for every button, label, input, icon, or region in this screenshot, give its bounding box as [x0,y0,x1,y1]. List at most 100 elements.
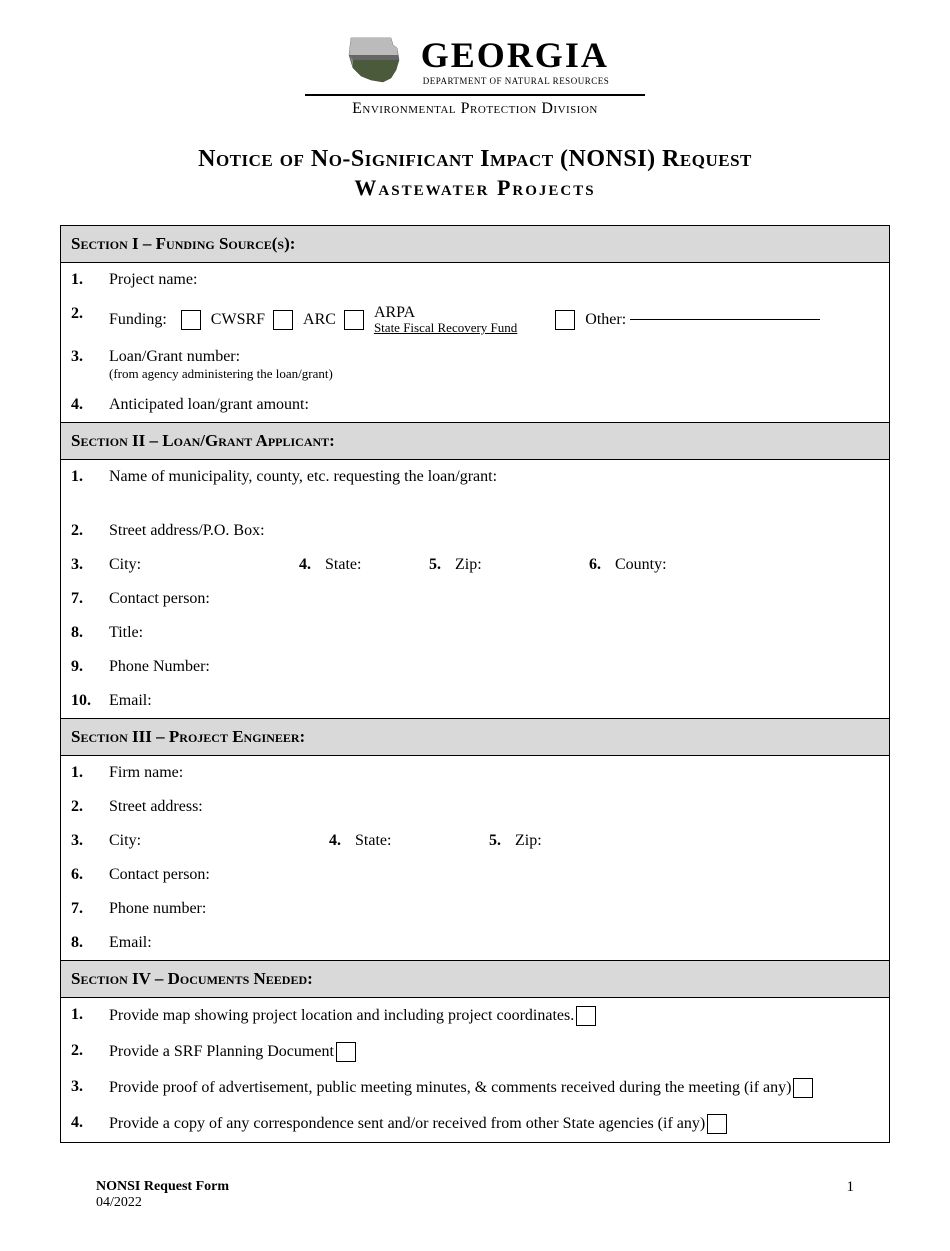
cwsrf-label: CWSRF [211,311,265,329]
row-number: 2. [71,522,109,540]
firm-name-label: Firm name: [109,764,183,782]
phone-number-label: Phone number: [109,900,206,918]
doc-correspondence-checkbox[interactable] [707,1114,727,1134]
arpa-label-top: ARPA [374,305,517,321]
row-number: 4. [71,396,109,414]
row-number: 7. [71,590,109,608]
row-number: 6. [589,556,601,574]
row-number: 1. [71,1006,109,1024]
row-number: 4. [71,1114,109,1132]
spacer [61,494,889,514]
division-text: Environmental Protection Division [60,100,890,118]
footer-date: 04/2022 [96,1195,229,1211]
contact-person-label: Contact person: [109,590,210,608]
project-name-label: Project name: [109,271,197,289]
footer-left: NONSI Request Form 04/2022 [96,1179,229,1211]
s2-row-2: 2. Street address/P.O. Box: [61,514,889,548]
title-main: Notice of No-Significant Impact (NONSI) … [60,146,890,173]
row-number: 8. [71,934,109,952]
arpa-checkbox[interactable] [344,310,364,330]
row-number: 2. [71,798,109,816]
other-checkbox[interactable] [555,310,575,330]
section-1-header: Section I – Funding Source(s): [61,226,889,263]
s4-row-4: 4. Provide a copy of any correspondence … [61,1106,889,1142]
doc-map-label: Provide map showing project location and… [109,1007,574,1025]
s2-row-10: 10. Email: [61,684,889,718]
zip-label: Zip: [515,832,542,850]
county-label: County: [615,556,667,574]
row-number: 8. [71,624,109,642]
row-number: 9. [71,658,109,676]
city-label: City: [109,832,141,850]
row-number: 2. [71,1042,109,1060]
doc-proof-checkbox[interactable] [793,1078,813,1098]
arc-label: ARC [303,311,336,329]
state-label: State: [355,832,391,850]
row-number: 10. [71,692,109,710]
arpa-label-block: ARPA State Fiscal Recovery Fund [374,305,517,334]
s2-row-8: 8. Title: [61,616,889,650]
s3-row-1: 1. Firm name: [61,756,889,790]
zip-label: Zip: [455,556,482,574]
s2-row-1: 1. Name of municipality, county, etc. re… [61,460,889,494]
row-number: 5. [429,556,441,574]
arc-checkbox[interactable] [273,310,293,330]
s4-row-2: 2. Provide a SRF Planning Document [61,1034,889,1070]
doc-proof-label: Provide proof of advertisement, public m… [109,1079,791,1097]
s1-row-3: 3. Loan/Grant number: (from agency admin… [61,342,889,388]
row-number: 1. [71,764,109,782]
footer-page-number: 1 [847,1179,855,1211]
row-number: 3. [71,832,109,850]
cwsrf-checkbox[interactable] [181,310,201,330]
s3-row-7: 7. Phone number: [61,892,889,926]
other-label: Other: [585,311,626,329]
dept-text: DEPARTMENT OF NATURAL RESOURCES [423,76,609,86]
document-header: GEORGIA DEPARTMENT OF NATURAL RESOURCES … [60,30,890,118]
email-label: Email: [109,692,152,710]
s1-row-1: 1. Project name: [61,263,889,297]
title-sub: Wastewater Projects [60,175,890,201]
s1-row-4: 4. Anticipated loan/grant amount: [61,388,889,422]
other-input-line[interactable] [630,319,820,320]
row-number: 3. [71,348,109,366]
s3-row-8: 8. Email: [61,926,889,960]
doc-srf-checkbox[interactable] [336,1042,356,1062]
s3-row-2: 2. Street address: [61,790,889,824]
title-label: Title: [109,624,143,642]
arpa-label-bottom: State Fiscal Recovery Fund [374,321,517,334]
s3-row-3: 3. City: 4. State: 5. Zip: [61,824,889,858]
georgia-text: GEORGIA [421,35,609,75]
row-number: 7. [71,900,109,918]
phone-label: Phone Number: [109,658,210,676]
logo-container: GEORGIA DEPARTMENT OF NATURAL RESOURCES [60,30,890,90]
loan-grant-number-note: (from agency administering the loan/gran… [109,366,333,382]
loan-grant-number-label: Loan/Grant number: [109,348,240,365]
row-number: 3. [71,556,109,574]
s3-row-6: 6. Contact person: [61,858,889,892]
email-label: Email: [109,934,152,952]
section-3-header: Section III – Project Engineer: [61,718,889,756]
logo-text: GEORGIA DEPARTMENT OF NATURAL RESOURCES [421,34,609,86]
anticipated-amount-label: Anticipated loan/grant amount: [109,396,309,414]
footer: NONSI Request Form 04/2022 1 [60,1179,890,1211]
doc-correspondence-label: Provide a copy of any correspondence sen… [109,1115,705,1133]
form-table: Section I – Funding Source(s): 1. Projec… [60,225,890,1143]
section-2-header: Section II – Loan/Grant Applicant: [61,422,889,460]
georgia-state-logo-icon [341,30,411,90]
contact-person-label: Contact person: [109,866,210,884]
doc-map-checkbox[interactable] [576,1006,596,1026]
doc-srf-label: Provide a SRF Planning Document [109,1043,334,1061]
row-number: 1. [71,271,109,289]
row-number: 5. [489,832,501,850]
row-number: 4. [329,832,341,850]
street-address-label: Street address: [109,798,203,816]
city-label: City: [109,556,141,574]
s4-row-3: 3. Provide proof of advertisement, publi… [61,1070,889,1106]
row-number: 1. [71,468,109,486]
funding-label: Funding: [109,311,167,329]
s1-row-2: 2. Funding: CWSRF ARC ARPA State Fiscal … [61,297,889,342]
row-number: 6. [71,866,109,884]
footer-form-name: NONSI Request Form [96,1179,229,1195]
row-number: 3. [71,1078,109,1096]
s4-row-1: 1. Provide map showing project location … [61,998,889,1034]
